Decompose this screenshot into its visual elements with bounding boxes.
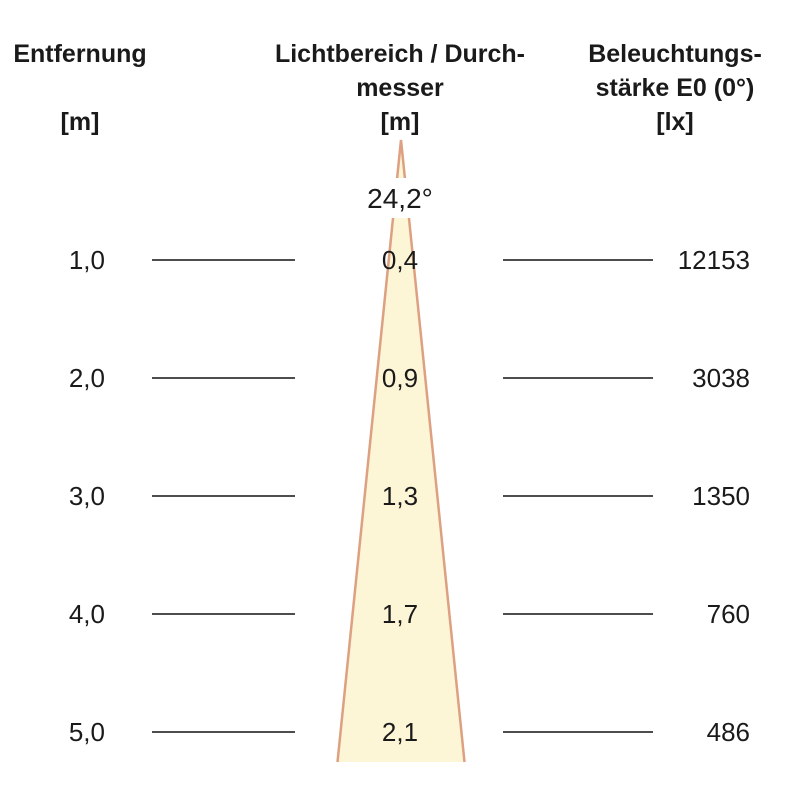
- right-rule: [503, 495, 653, 497]
- diameter-value: 1,3: [381, 481, 419, 511]
- beam-angle-label: 24,2°: [367, 183, 433, 214]
- table-row: 5,0 2,1 486: [0, 712, 800, 752]
- illuminance-value: 1350: [692, 481, 750, 511]
- illuminance-value: 760: [706, 599, 750, 629]
- right-rule: [503, 259, 653, 261]
- header-distance-title: Entfernung: [13, 40, 147, 68]
- diameter-value: 1,7: [381, 599, 419, 629]
- header-distance-unit: [m]: [60, 108, 100, 136]
- illuminance-value: 486: [706, 717, 750, 747]
- table-row: 2,0 0,9 3038: [0, 358, 800, 398]
- header-illuminance-title-line1: Beleuchtungs-: [588, 40, 762, 68]
- distance-value: 1,0: [68, 245, 105, 275]
- header-illuminance-unit: [lx]: [656, 108, 694, 136]
- right-rule: [503, 377, 653, 379]
- header-diameter-title-line2: messer: [356, 74, 444, 102]
- table-row: 1,0 0,4 12153: [0, 240, 800, 280]
- diameter-value: 2,1: [381, 717, 419, 747]
- beam-cone-outline: [336, 139, 466, 763]
- header-illuminance-title-line2: stärke E0 (0°): [595, 74, 755, 102]
- beam-cone-fill: [337, 140, 465, 762]
- illuminance-value: 3038: [692, 363, 750, 393]
- table-row: 3,0 1,3 1350: [0, 476, 800, 516]
- diameter-value: 0,4: [381, 245, 419, 275]
- right-rule: [503, 731, 653, 733]
- distance-value: 2,0: [68, 363, 105, 393]
- left-rule: [152, 377, 295, 379]
- left-rule: [152, 259, 295, 261]
- left-rule: [152, 731, 295, 733]
- illuminance-value: 12153: [677, 245, 750, 275]
- angle-label-backdrop: [340, 178, 460, 218]
- table-row: 4,0 1,7 760: [0, 594, 800, 634]
- distance-value: 4,0: [68, 599, 105, 629]
- header-diameter-unit: [m]: [380, 108, 420, 136]
- header-diameter-title-line1: Lichtbereich / Durch-: [274, 40, 526, 68]
- distance-value: 3,0: [68, 481, 105, 511]
- distance-value: 5,0: [68, 717, 105, 747]
- right-rule: [503, 613, 653, 615]
- left-rule: [152, 613, 295, 615]
- left-rule: [152, 495, 295, 497]
- diameter-value: 0,9: [381, 363, 419, 393]
